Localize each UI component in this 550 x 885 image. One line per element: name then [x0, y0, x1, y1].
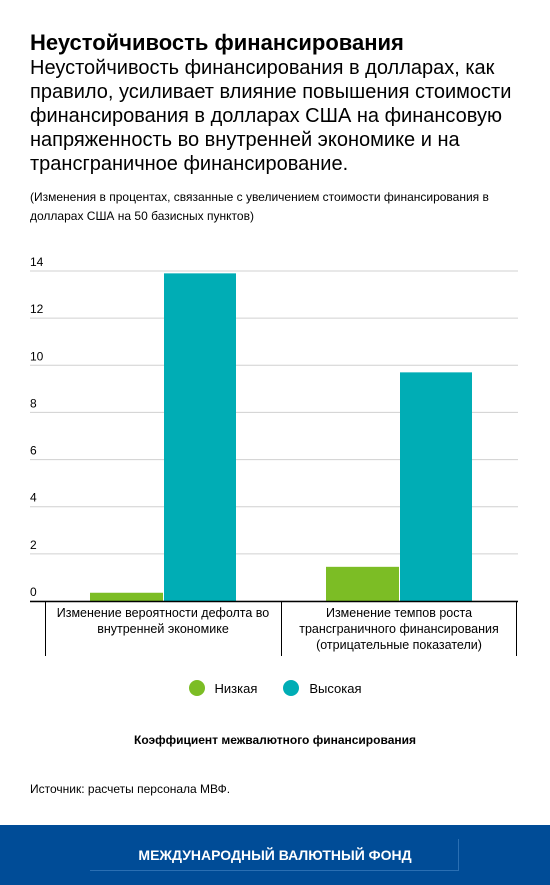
legend-title: Коэффициент межвалютного финансирования	[134, 733, 416, 747]
footer-bar: МЕЖДУНАРОДНЫЙ ВАЛЮТНЫЙ ФОНД	[0, 825, 550, 885]
legend-swatch	[283, 680, 300, 696]
y-tick-label: 8	[30, 396, 37, 410]
chart-note: (Изменения в процентах, связанные с увел…	[30, 190, 489, 223]
bar-chart: 0 2 4 6 8 10 12 14	[30, 255, 518, 656]
legend-item-low: Низкая	[188, 680, 258, 696]
chart-subtitle: Неустойчивость финансирования в долларах…	[30, 57, 512, 175]
y-tick-label: 14	[30, 255, 44, 269]
bar-low-2	[326, 566, 399, 601]
bar-low-1	[90, 592, 163, 601]
footer-text: МЕЖДУНАРОДНЫЙ ВАЛЮТНЫЙ ФОНД	[138, 847, 412, 863]
y-tick-label: 6	[30, 444, 37, 458]
legend-swatch	[188, 680, 205, 696]
y-tick-label: 10	[30, 349, 44, 363]
bar-high-2	[400, 372, 472, 601]
y-tick-label: 12	[30, 302, 44, 316]
y-tick-label: 0	[30, 585, 37, 599]
footer-frame	[90, 839, 459, 871]
legend-item-high: Высокая	[283, 680, 362, 696]
legend: Низкая Высокая	[0, 680, 550, 696]
legend-label: Низкая	[214, 680, 258, 696]
y-tick-label: 2	[30, 538, 37, 552]
bar-high-1	[164, 273, 236, 601]
chart-title: Неустойчивость финансирования	[30, 30, 404, 55]
x-category-label: Изменение вероятности дефолта во внутрен…	[56, 606, 270, 636]
source-note: Источник: расчеты персонала МВФ.	[30, 782, 231, 796]
legend-label: Высокая	[309, 680, 362, 696]
x-category-label: Изменение темпов роста трансграничного ф…	[299, 606, 499, 652]
y-tick-label: 4	[30, 491, 37, 505]
